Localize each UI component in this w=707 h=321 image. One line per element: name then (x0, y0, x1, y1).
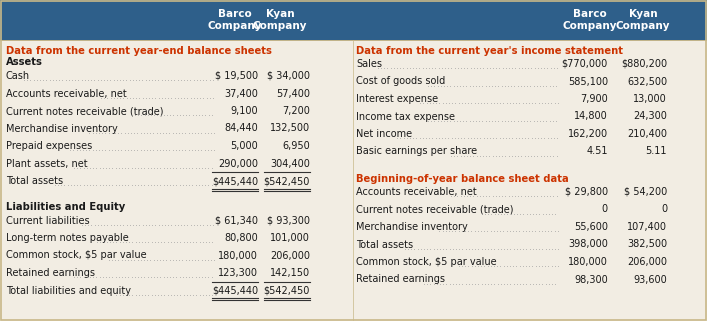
Text: 5.11: 5.11 (645, 146, 667, 157)
Text: $542,450: $542,450 (264, 285, 310, 296)
Text: $ 29,800: $ 29,800 (565, 187, 608, 197)
Text: Merchandise inventory: Merchandise inventory (6, 124, 118, 134)
FancyBboxPatch shape (0, 40, 707, 321)
Text: 5,000: 5,000 (230, 141, 258, 151)
Text: Cash: Cash (6, 71, 30, 81)
Text: 180,000: 180,000 (568, 257, 608, 267)
Text: 162,200: 162,200 (568, 129, 608, 139)
Text: Kyan
Company: Kyan Company (252, 9, 308, 31)
Text: 107,400: 107,400 (627, 222, 667, 232)
Text: Current liabilities: Current liabilities (6, 215, 90, 225)
Text: 14,800: 14,800 (574, 111, 608, 122)
Text: Common stock, $5 par value: Common stock, $5 par value (356, 257, 496, 267)
Text: Liabilities and Equity: Liabilities and Equity (6, 202, 125, 212)
Text: 132,500: 132,500 (270, 124, 310, 134)
Text: 80,800: 80,800 (224, 233, 258, 243)
Text: 0: 0 (661, 204, 667, 214)
Text: $ 19,500: $ 19,500 (215, 71, 258, 81)
Text: 206,000: 206,000 (627, 257, 667, 267)
Text: Merchandise inventory: Merchandise inventory (356, 222, 468, 232)
Text: $ 61,340: $ 61,340 (215, 215, 258, 225)
Text: 93,600: 93,600 (633, 274, 667, 284)
Text: $445,440: $445,440 (212, 285, 258, 296)
Text: 98,300: 98,300 (574, 274, 608, 284)
Text: Assets: Assets (6, 57, 43, 67)
Text: Total assets: Total assets (6, 176, 63, 186)
Text: 37,400: 37,400 (224, 89, 258, 99)
Text: 7,900: 7,900 (580, 94, 608, 104)
Text: $ 93,300: $ 93,300 (267, 215, 310, 225)
Text: Basic earnings per share: Basic earnings per share (356, 146, 477, 157)
Text: 585,100: 585,100 (568, 76, 608, 86)
Text: $542,450: $542,450 (264, 176, 310, 186)
Text: $770,000: $770,000 (562, 59, 608, 69)
Text: 57,400: 57,400 (276, 89, 310, 99)
Text: Income tax expense: Income tax expense (356, 111, 455, 122)
Text: Current notes receivable (trade): Current notes receivable (trade) (356, 204, 513, 214)
Text: 7,200: 7,200 (282, 106, 310, 116)
Text: 206,000: 206,000 (270, 250, 310, 261)
Text: Prepaid expenses: Prepaid expenses (6, 141, 92, 151)
Text: Data from the current year's income statement: Data from the current year's income stat… (356, 46, 623, 56)
Text: Retained earnings: Retained earnings (356, 274, 445, 284)
Text: Net income: Net income (356, 129, 412, 139)
Text: $ 34,000: $ 34,000 (267, 71, 310, 81)
Text: Total liabilities and equity: Total liabilities and equity (6, 285, 131, 296)
Text: 6,950: 6,950 (282, 141, 310, 151)
Text: 123,300: 123,300 (218, 268, 258, 278)
Text: Common stock, $5 par value: Common stock, $5 par value (6, 250, 146, 261)
Text: Cost of goods sold: Cost of goods sold (356, 76, 445, 86)
Text: Barco
Company: Barco Company (208, 9, 262, 31)
Text: 304,400: 304,400 (270, 159, 310, 169)
Text: $ 54,200: $ 54,200 (624, 187, 667, 197)
Text: Long-term notes payable: Long-term notes payable (6, 233, 129, 243)
Text: Plant assets, net: Plant assets, net (6, 159, 88, 169)
Text: Barco
Company: Barco Company (563, 9, 617, 31)
Text: $880,200: $880,200 (621, 59, 667, 69)
Text: 9,100: 9,100 (230, 106, 258, 116)
Text: Data from the current year-end balance sheets: Data from the current year-end balance s… (6, 46, 272, 56)
Text: 290,000: 290,000 (218, 159, 258, 169)
Text: Current notes receivable (trade): Current notes receivable (trade) (6, 106, 163, 116)
Text: 180,000: 180,000 (218, 250, 258, 261)
Text: $445,440: $445,440 (212, 176, 258, 186)
Text: 84,440: 84,440 (224, 124, 258, 134)
Text: Retained earnings: Retained earnings (6, 268, 95, 278)
Text: 24,300: 24,300 (633, 111, 667, 122)
Text: 4.51: 4.51 (587, 146, 608, 157)
Text: 382,500: 382,500 (627, 239, 667, 249)
Text: Interest expense: Interest expense (356, 94, 438, 104)
Text: 210,400: 210,400 (627, 129, 667, 139)
Text: 632,500: 632,500 (627, 76, 667, 86)
Text: 142,150: 142,150 (270, 268, 310, 278)
Text: 101,000: 101,000 (270, 233, 310, 243)
FancyBboxPatch shape (0, 0, 707, 40)
Text: Accounts receivable, net: Accounts receivable, net (6, 89, 127, 99)
Text: Beginning-of-year balance sheet data: Beginning-of-year balance sheet data (356, 174, 568, 184)
Text: Total assets: Total assets (356, 239, 413, 249)
Text: 0: 0 (602, 204, 608, 214)
Text: 398,000: 398,000 (568, 239, 608, 249)
Text: Kyan
Company: Kyan Company (616, 9, 670, 31)
Text: 13,000: 13,000 (633, 94, 667, 104)
Text: Sales: Sales (356, 59, 382, 69)
Text: Accounts receivable, net: Accounts receivable, net (356, 187, 477, 197)
Text: 55,600: 55,600 (574, 222, 608, 232)
